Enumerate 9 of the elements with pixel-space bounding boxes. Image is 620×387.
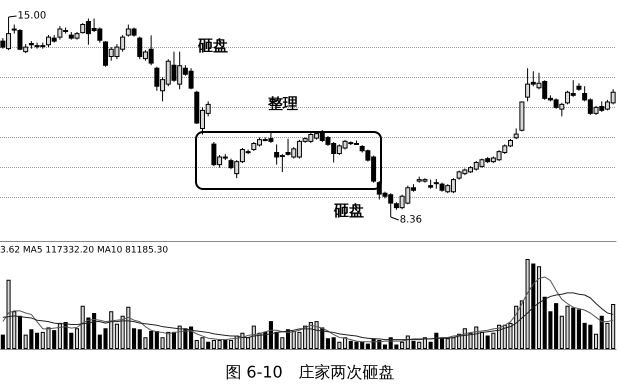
text: 3.62 MA5 117332.20 MA10 81185.30 (0, 246, 168, 256)
text: 图 6-10 庄家两次砸盘 (225, 362, 395, 382)
annotation: 砸盘 (197, 36, 228, 54)
annotation: 砸盘 (333, 202, 364, 220)
annotation: 15.00 (18, 10, 46, 22)
candlestick (514, 128, 519, 140)
annotation: 8.36 (400, 214, 422, 226)
candlestick (428, 179, 434, 190)
annotation: 整理 (267, 94, 298, 112)
